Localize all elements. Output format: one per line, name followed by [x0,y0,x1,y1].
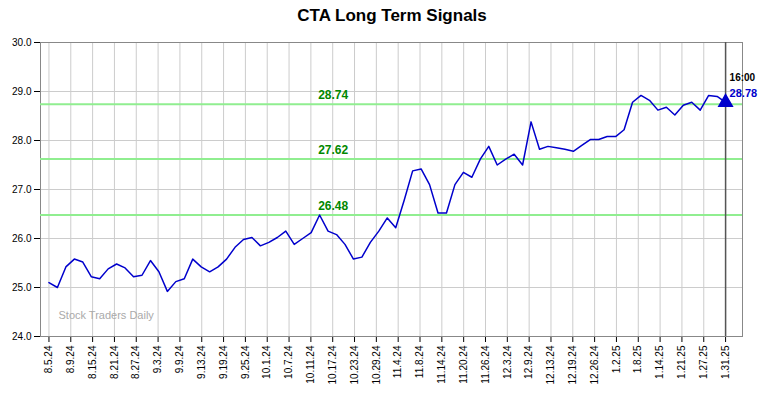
svg-text:11.8.24: 11.8.24 [414,345,425,378]
svg-text:1.21.25: 1.21.25 [676,345,687,379]
svg-text:9.9.24: 9.9.24 [174,345,185,373]
svg-text:1.2.25: 1.2.25 [611,345,622,373]
svg-text:9.13.24: 9.13.24 [196,345,207,379]
svg-text:1.14.25: 1.14.25 [654,345,665,379]
svg-text:11.14.24: 11.14.24 [436,345,447,384]
svg-text:12.13.24: 12.13.24 [545,345,556,384]
svg-text:1.8.25: 1.8.25 [632,345,643,373]
svg-text:30.0: 30.0 [12,37,32,48]
svg-text:26.48: 26.48 [318,199,348,213]
svg-text:8.15.24: 8.15.24 [87,345,98,379]
svg-text:27.0: 27.0 [12,184,32,195]
svg-text:12.3.24: 12.3.24 [502,345,513,379]
svg-text:10.29.24: 10.29.24 [371,345,382,384]
svg-text:9.19.24: 9.19.24 [218,345,229,379]
svg-text:28.78: 28.78 [730,87,758,99]
svg-text:1.31.25: 1.31.25 [720,345,731,379]
svg-text:24.0: 24.0 [12,331,32,342]
svg-text:29.0: 29.0 [12,86,32,97]
svg-text:26.0: 26.0 [12,233,32,244]
svg-text:11.4.24: 11.4.24 [392,345,403,378]
svg-text:9.25.24: 9.25.24 [240,345,251,379]
svg-text:8.5.24: 8.5.24 [43,345,54,373]
svg-text:Stock Traders Daily: Stock Traders Daily [59,309,155,321]
svg-text:28.74: 28.74 [318,88,348,102]
svg-text:1.27.25: 1.27.25 [698,345,709,379]
svg-text:8.27.24: 8.27.24 [130,345,141,379]
svg-text:10.11.24: 10.11.24 [305,345,316,384]
svg-text:11.20.24: 11.20.24 [458,345,469,384]
svg-text:10.1.24: 10.1.24 [261,345,272,379]
svg-text:11.26.24: 11.26.24 [480,345,491,384]
svg-text:8.21.24: 8.21.24 [109,345,120,379]
svg-text:8.9.24: 8.9.24 [65,345,76,373]
svg-text:16:00: 16:00 [730,72,756,83]
svg-text:12.26.24: 12.26.24 [589,345,600,384]
svg-text:9.3.24: 9.3.24 [152,345,163,373]
svg-text:25.0: 25.0 [12,282,32,293]
svg-text:28.0: 28.0 [12,135,32,146]
svg-text:10.23.24: 10.23.24 [349,345,360,384]
svg-text:10.7.24: 10.7.24 [283,345,294,379]
svg-text:10.17.24: 10.17.24 [327,345,338,384]
svg-text:27.62: 27.62 [318,143,348,157]
svg-text:12.9.24: 12.9.24 [523,345,534,379]
svg-text:12.19.24: 12.19.24 [567,345,578,384]
html-text:CTA Long Term Signals: CTA Long Term Signals [297,6,487,25]
